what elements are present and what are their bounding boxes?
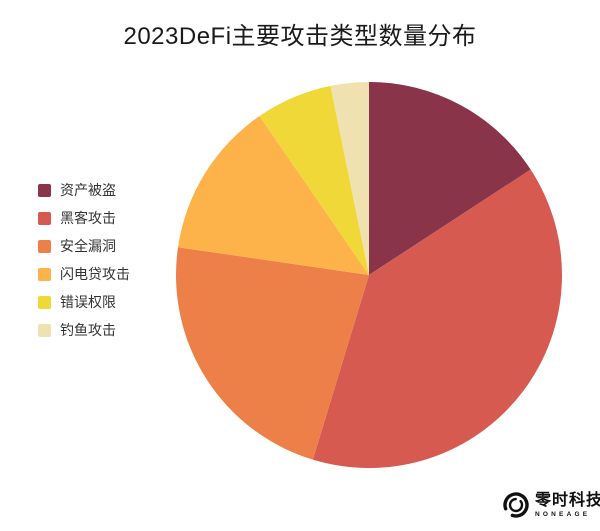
legend-item-0[interactable]: 资产被盗 (38, 183, 130, 197)
chart-title: 2023DeFi主要攻击类型数量分布 (123, 23, 477, 50)
legend-swatch-icon (38, 295, 51, 309)
legend-label: 钓鱼攻击 (60, 322, 116, 338)
legend-swatch-icon (38, 211, 51, 225)
logo-company-name: 零时科技 (535, 491, 600, 509)
legend-swatch-icon (38, 183, 51, 197)
legend-label: 资产被盗 (60, 182, 116, 198)
logo-company-subtext: NONEAGE (535, 510, 591, 518)
legend-item-1[interactable]: 黑客攻击 (38, 211, 130, 225)
legend-label: 黑客攻击 (60, 210, 116, 226)
legend-swatch-icon (38, 239, 51, 253)
pie-slice-5[interactable] (330, 82, 369, 275)
pie-slice-0[interactable] (369, 82, 531, 275)
legend-label: 错误权限 (60, 294, 116, 310)
noneage-logo-text: 零时科技 NONEAGE (535, 491, 600, 518)
pie-slice-4[interactable] (259, 85, 369, 275)
noneage-logo: 零时科技 NONEAGE (502, 491, 600, 519)
legend-label: 安全漏洞 (60, 238, 116, 254)
pie-slice-1[interactable] (312, 169, 562, 469)
pie-chart (169, 75, 569, 475)
legend-swatch-icon (38, 323, 51, 337)
legend-item-2[interactable]: 安全漏洞 (38, 239, 130, 253)
pie-svg (175, 82, 562, 469)
legend-item-4[interactable]: 错误权限 (38, 295, 130, 309)
legend-item-5[interactable]: 钓鱼攻击 (38, 323, 130, 337)
pie-slice-3[interactable] (178, 116, 369, 275)
noneage-logo-icon (503, 492, 529, 518)
legend: 资产被盗黑客攻击安全漏洞闪电贷攻击错误权限钓鱼攻击 (38, 183, 130, 337)
legend-label: 闪电贷攻击 (60, 266, 130, 282)
legend-item-3[interactable]: 闪电贷攻击 (38, 267, 130, 281)
legend-swatch-icon (38, 267, 51, 281)
pie-slice-2[interactable] (175, 247, 369, 460)
